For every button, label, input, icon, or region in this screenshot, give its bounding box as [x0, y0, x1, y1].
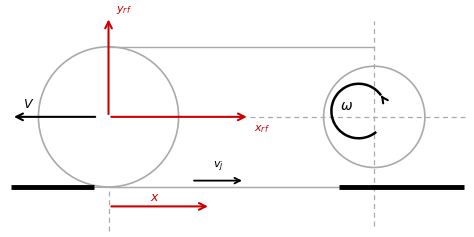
Text: $V$: $V$: [23, 98, 34, 111]
Text: $x$: $x$: [150, 191, 160, 205]
Text: $x_{rf}$: $x_{rf}$: [254, 124, 269, 136]
Text: $v_j$: $v_j$: [213, 160, 223, 174]
Text: $y_{rf}$: $y_{rf}$: [116, 4, 132, 16]
Text: $\omega$: $\omega$: [340, 99, 354, 113]
